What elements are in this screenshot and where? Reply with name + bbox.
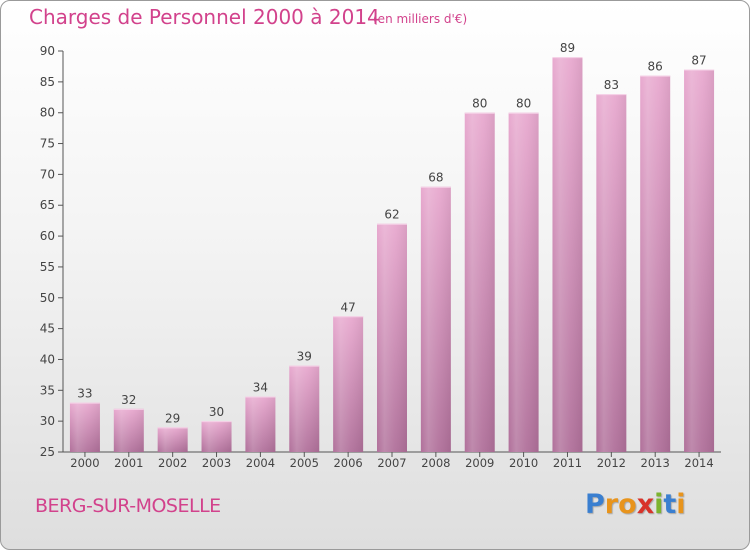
bar-shine xyxy=(596,94,627,452)
value-label: 30 xyxy=(209,405,224,419)
value-label: 89 xyxy=(560,41,575,55)
logo-letter: t xyxy=(663,489,677,520)
value-label: 86 xyxy=(648,60,663,74)
y-tick-label: 55 xyxy=(40,260,55,274)
chart-title: Charges de Personnel 2000 à 2014 xyxy=(29,5,380,29)
bar-shine xyxy=(201,421,232,452)
y-tick-label: 40 xyxy=(40,352,55,366)
x-tick-label: 2013 xyxy=(641,456,670,470)
x-tick-label: 2011 xyxy=(553,456,582,470)
value-label: 33 xyxy=(77,387,92,401)
logo-letter: x xyxy=(636,489,655,520)
value-label: 34 xyxy=(253,380,268,394)
y-tick-label: 60 xyxy=(40,229,55,243)
logo-letter: P xyxy=(585,489,605,520)
y-tick-label: 80 xyxy=(40,106,55,120)
y-tick-label: 25 xyxy=(40,445,55,459)
bar-shine xyxy=(552,57,583,453)
value-label: 68 xyxy=(428,171,443,185)
y-tick-label: 90 xyxy=(40,44,55,58)
logo-letter: o xyxy=(618,489,637,520)
value-label: 62 xyxy=(384,208,399,222)
location-label: BERG-SUR-MOSELLE xyxy=(35,495,221,517)
logo-letter: i xyxy=(676,489,686,520)
bar-shine xyxy=(333,316,364,452)
bar-shine xyxy=(69,402,100,452)
x-tick-label: 2006 xyxy=(333,456,362,470)
x-tick-label: 2005 xyxy=(290,456,319,470)
y-tick-label: 70 xyxy=(40,167,55,181)
x-tick-label: 2002 xyxy=(158,456,187,470)
chart-axes: 25 30 35 40 45 50 55 60 65 70 75 80 85 90 2000 2001 2002… xyxy=(40,44,721,470)
bar-shine xyxy=(113,408,144,452)
x-tick-label: 2003 xyxy=(202,456,231,470)
x-tick-label: 2012 xyxy=(597,456,626,470)
value-label: 83 xyxy=(604,78,619,92)
logo-letter: r xyxy=(604,489,619,520)
chart-subtitle: (en milliers d'€) xyxy=(373,12,468,26)
x-tick-label: 2009 xyxy=(465,456,494,470)
chart-bars: 33 32 29 30 34 39 47 62 68 80 80 89 83 86 87 xyxy=(69,41,715,453)
logo-letter: i xyxy=(654,489,664,520)
y-tick-label: 30 xyxy=(40,414,55,428)
bar-shine xyxy=(289,365,320,452)
proxiti-logo[interactable]: Proxiti xyxy=(585,489,686,520)
value-label: 39 xyxy=(297,350,312,364)
y-tick-label: 45 xyxy=(40,322,55,336)
y-tick-label: 35 xyxy=(40,383,55,397)
x-tick-label: 2014 xyxy=(684,456,713,470)
value-label: 80 xyxy=(472,97,487,111)
y-tick-label: 75 xyxy=(40,137,55,151)
bar-shine xyxy=(377,223,407,452)
y-tick-label: 85 xyxy=(40,75,55,89)
value-label: 87 xyxy=(691,54,706,68)
bar-shine xyxy=(508,112,539,452)
value-label: 80 xyxy=(516,97,531,111)
bar-shine xyxy=(464,112,495,452)
x-tick-label: 2001 xyxy=(114,456,143,470)
x-tick-label: 2000 xyxy=(70,456,99,470)
bar-shine xyxy=(684,69,715,452)
bar-shine xyxy=(640,75,671,452)
y-tick-label: 50 xyxy=(40,291,55,305)
bar-shine xyxy=(420,186,451,452)
value-label: 29 xyxy=(165,411,180,425)
bar-shine xyxy=(245,396,276,452)
y-tick-label: 65 xyxy=(40,198,55,212)
x-tick-label: 2010 xyxy=(509,456,538,470)
bar-shine xyxy=(157,427,188,452)
x-tick-label: 2007 xyxy=(377,456,406,470)
x-tick-label: 2008 xyxy=(421,456,450,470)
value-label: 32 xyxy=(121,393,136,407)
value-label: 47 xyxy=(340,300,355,314)
x-tick-label: 2004 xyxy=(246,456,275,470)
